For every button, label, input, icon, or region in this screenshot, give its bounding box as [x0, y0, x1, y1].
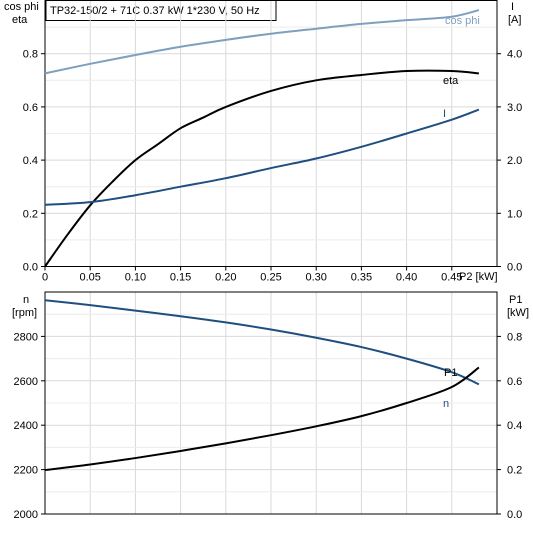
- bottom-left-tick-label: 2400: [14, 420, 38, 432]
- top-left-axis-title-eta: eta: [12, 14, 28, 26]
- bottom-left-tick-label: 2000: [14, 509, 38, 521]
- top-left-tick-label: 0.8: [23, 49, 38, 61]
- top-right-axis-title-i: I: [511, 1, 514, 13]
- bottom-chart-series: n P1: [44, 299, 480, 472]
- x-tick-label: 0.10: [125, 272, 146, 284]
- bottom-chart-frame: [44, 291, 498, 515]
- bottom-right-tick-label: 0.6: [507, 376, 522, 388]
- top-right-tick-label: 3.0: [507, 102, 522, 114]
- bottom-chart-labels: 2000 2200 2400 2600 2800 0.0 0.2 0.4 0.6 0.8: [14, 331, 523, 521]
- x-axis-title: P2 [kW]: [459, 271, 498, 283]
- top-chart-labels: 0.0 0.2 0.4 0.6 0.8 0.0 1.0 2.0 3.0 4.0 0 0.05 0.10 0…: [23, 49, 523, 284]
- bottom-right-tick-label: 0.2: [507, 465, 522, 477]
- x-tick-label: 0.40: [396, 272, 417, 284]
- bottom-right-tick-label: 0.8: [507, 331, 522, 343]
- top-right-tick-label: 2.0: [507, 155, 522, 167]
- bottom-left-axis-title-n: n: [23, 294, 29, 306]
- x-tick-label: 0.30: [305, 272, 326, 284]
- bottom-left-tick-label: 2600: [14, 376, 38, 388]
- series-label-eta: eta: [443, 75, 459, 87]
- bottom-right-tick-label: 0.4: [507, 420, 522, 432]
- series-label-p1: P1: [444, 367, 457, 379]
- bottom-left-tick-label: 2200: [14, 465, 38, 477]
- top-right-tick-label: 0.0: [507, 262, 522, 274]
- bottom-chart-grid: [45, 292, 497, 514]
- top-left-tick-label: 0.2: [23, 208, 38, 220]
- top-left-tick-label: 0.4: [23, 155, 38, 167]
- top-chart-grid: [45, 0, 497, 267]
- chart-header-title: TP32-150/2 + 71C 0.37 kW 1*230 V, 50 Hz: [50, 5, 260, 17]
- x-tick-label: 0.20: [215, 272, 236, 284]
- series-line-cos-phi: [44, 9, 480, 75]
- top-left-tick-label: 0.0: [23, 262, 38, 274]
- top-right-tick-label: 4.0: [507, 49, 522, 61]
- bottom-right-tick-label: 0.0: [507, 509, 522, 521]
- series-line-i: [44, 108, 480, 206]
- top-left-tick-label: 0.6: [23, 102, 38, 114]
- bottom-right-axis-title-p1: P1: [509, 294, 522, 306]
- bottom-left-axis-title-unit: [rpm]: [12, 307, 37, 319]
- x-tick-label: 0: [42, 272, 48, 284]
- x-tick-label: 0.15: [170, 272, 191, 284]
- series-label-cos-phi: cos phi: [445, 15, 480, 27]
- series-label-n: n: [443, 398, 449, 410]
- top-chart-series: cos phi eta I: [44, 9, 480, 268]
- x-tick-label: 0.35: [351, 272, 372, 284]
- x-tick-label: 0.05: [79, 272, 100, 284]
- top-right-tick-label: 1.0: [507, 208, 522, 220]
- series-line-eta: [44, 69, 480, 268]
- bottom-left-tick-label: 2800: [14, 331, 38, 343]
- x-tick-label: 0.45: [441, 272, 462, 284]
- series-line-p1: [44, 366, 480, 472]
- series-label-i: I: [443, 108, 446, 120]
- bottom-right-axis-title-unit: [kW]: [507, 307, 529, 319]
- top-right-axis-title-unit: [A]: [508, 14, 521, 26]
- x-tick-label: 0.25: [260, 272, 281, 284]
- series-line-n: [44, 299, 480, 386]
- top-left-axis-title-cosphi: cos phi: [4, 1, 39, 13]
